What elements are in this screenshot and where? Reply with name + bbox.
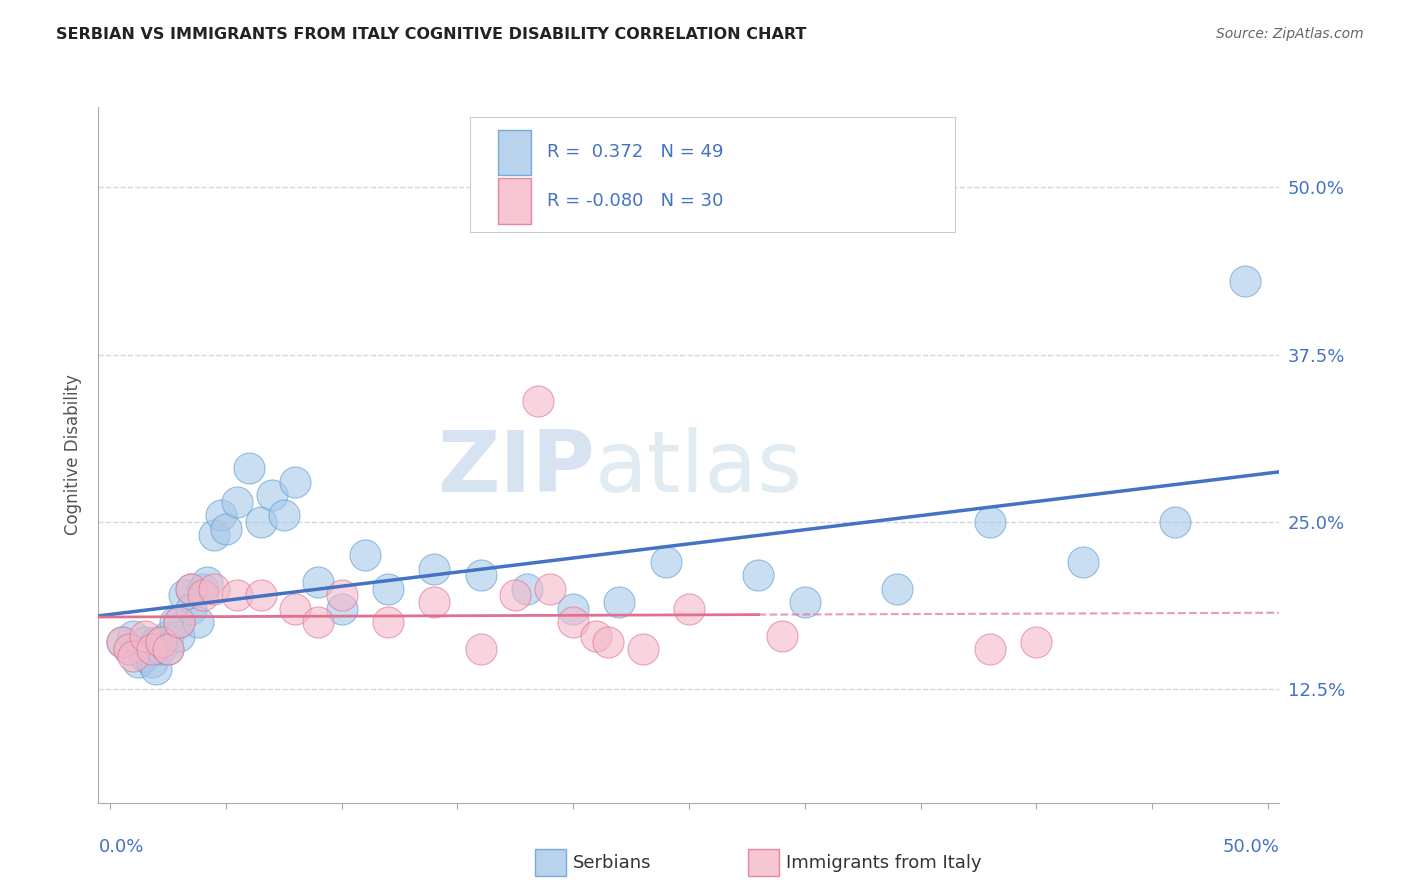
Point xyxy=(180,582,202,596)
Point xyxy=(423,595,446,609)
Point xyxy=(202,528,225,542)
Text: 0.0%: 0.0% xyxy=(98,838,143,856)
FancyBboxPatch shape xyxy=(498,129,530,175)
Point xyxy=(156,642,179,657)
Point xyxy=(596,635,619,649)
Point xyxy=(979,515,1001,529)
Text: 50.0%: 50.0% xyxy=(1223,838,1279,856)
Point xyxy=(117,642,139,657)
Point xyxy=(249,589,271,603)
Point xyxy=(284,475,307,489)
Point xyxy=(307,575,329,590)
Point xyxy=(423,562,446,576)
Point xyxy=(141,642,163,657)
Point xyxy=(134,628,156,642)
Point xyxy=(979,642,1001,657)
Point xyxy=(249,515,271,529)
Point xyxy=(127,655,149,669)
Text: R = -0.080   N = 30: R = -0.080 N = 30 xyxy=(547,192,724,210)
Point xyxy=(110,635,132,649)
Point xyxy=(527,394,550,409)
Point xyxy=(307,615,329,630)
Point xyxy=(1233,274,1256,288)
Text: R =  0.372   N = 49: R = 0.372 N = 49 xyxy=(547,144,724,161)
Point xyxy=(747,568,769,582)
Point xyxy=(110,635,132,649)
Point xyxy=(538,582,561,596)
Point xyxy=(187,615,209,630)
Point xyxy=(173,589,195,603)
Point xyxy=(516,582,538,596)
Point xyxy=(562,615,585,630)
Point xyxy=(169,615,191,630)
Point xyxy=(377,582,399,596)
Point xyxy=(149,635,172,649)
Point xyxy=(1025,635,1047,649)
Point xyxy=(631,642,654,657)
Point xyxy=(284,602,307,616)
Point xyxy=(163,615,186,630)
Point xyxy=(149,642,172,657)
Point xyxy=(209,508,232,523)
Point xyxy=(169,628,191,642)
Point xyxy=(191,589,214,603)
Point xyxy=(195,575,218,590)
Text: SERBIAN VS IMMIGRANTS FROM ITALY COGNITIVE DISABILITY CORRELATION CHART: SERBIAN VS IMMIGRANTS FROM ITALY COGNITI… xyxy=(56,27,807,42)
Point xyxy=(353,548,375,563)
Point xyxy=(238,461,260,475)
Point xyxy=(585,628,607,642)
Point xyxy=(145,635,167,649)
Point xyxy=(273,508,295,523)
Text: Immigrants from Italy: Immigrants from Italy xyxy=(786,854,981,871)
Point xyxy=(678,602,700,616)
Text: ZIP: ZIP xyxy=(437,427,595,510)
Text: atlas: atlas xyxy=(595,427,803,510)
Point xyxy=(180,582,202,596)
Point xyxy=(141,655,163,669)
Point xyxy=(145,662,167,676)
Point xyxy=(180,602,202,616)
Point xyxy=(1164,515,1187,529)
Point xyxy=(122,648,145,663)
Point xyxy=(226,494,249,508)
Point xyxy=(202,582,225,596)
Point xyxy=(134,648,156,663)
Point xyxy=(141,642,163,657)
Point xyxy=(770,628,793,642)
Point xyxy=(793,595,815,609)
Point xyxy=(562,602,585,616)
Point xyxy=(330,589,353,603)
FancyBboxPatch shape xyxy=(498,178,530,224)
Point xyxy=(226,589,249,603)
Point xyxy=(156,628,179,642)
Point xyxy=(149,635,172,649)
Point xyxy=(655,555,678,569)
Point xyxy=(470,642,492,657)
Point xyxy=(191,582,214,596)
Text: Source: ZipAtlas.com: Source: ZipAtlas.com xyxy=(1216,27,1364,41)
Point xyxy=(156,642,179,657)
Point xyxy=(117,642,139,657)
Point xyxy=(122,628,145,642)
Point xyxy=(330,602,353,616)
Point xyxy=(886,582,908,596)
Point xyxy=(503,589,526,603)
Point xyxy=(609,595,631,609)
FancyBboxPatch shape xyxy=(471,118,955,232)
Point xyxy=(134,635,156,649)
Point xyxy=(1071,555,1094,569)
Point xyxy=(470,568,492,582)
Point xyxy=(262,488,284,502)
Point xyxy=(215,521,238,535)
Text: Serbians: Serbians xyxy=(574,854,652,871)
Point xyxy=(377,615,399,630)
Y-axis label: Cognitive Disability: Cognitive Disability xyxy=(65,375,83,535)
Point xyxy=(169,615,191,630)
